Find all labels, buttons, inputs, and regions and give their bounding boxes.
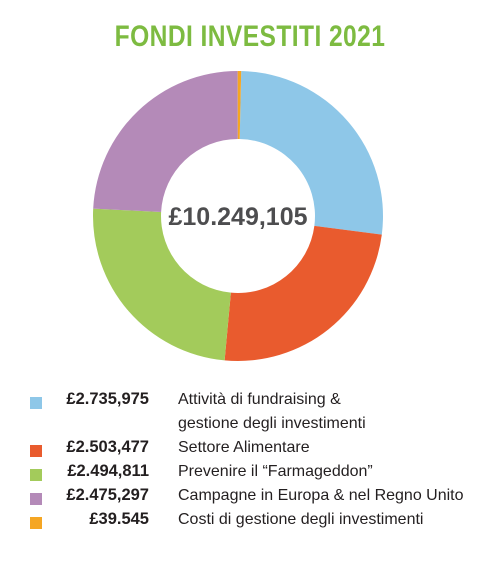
legend-label-line: Prevenire il “Farmageddon” (178, 463, 373, 480)
legend-label: Campagne in Europa & nel Regno Unito (178, 484, 488, 508)
legend-swatch (30, 493, 42, 505)
legend-swatch (30, 517, 42, 529)
legend-amount: £2.494,811 (67, 462, 149, 480)
legend-label: Attività di fundraising & gestione degli … (178, 388, 488, 436)
legend-item: £2.503,477 Settore Alimentare (0, 436, 500, 460)
legend-item: £2.475,297 Campagne in Europa & nel Regno… (0, 484, 500, 508)
total-amount: £10.249,105 (168, 203, 307, 231)
legend-swatch (30, 445, 42, 457)
legend-label-line: gestione degli investimenti (178, 415, 366, 432)
legend-label-line: Settore Alimentare (178, 439, 310, 456)
donut-slice-3 (93, 208, 231, 361)
legend-label: Settore Alimentare (178, 436, 488, 460)
donut-slice-5 (237, 71, 242, 140)
legend-label-line: Attività di fundraising & (178, 391, 341, 408)
legend-item: £39.545 Costi di gestione degli investime… (0, 508, 500, 532)
legend-item: £2.494,811 Prevenire il “Farmageddon” (0, 460, 500, 484)
legend-amount: £2.735,975 (66, 390, 149, 408)
legend-swatch (30, 397, 42, 409)
chart-title: FONDI INVESTITI 2021 (114, 20, 386, 53)
donut-slice-2 (224, 225, 382, 361)
legend-label-line: Costi di gestione degli investimenti (178, 511, 424, 528)
donut-slice-4 (93, 71, 238, 213)
donut-slices (93, 71, 383, 361)
legend-amount: £2.475,297 (66, 486, 149, 504)
legend-label: Costi di gestione degli investimenti (178, 508, 488, 532)
legend-swatch (30, 469, 42, 481)
legend-amount: £39.545 (89, 510, 149, 528)
legend-label-line: Campagne in Europa & nel Regno Unito (178, 487, 464, 504)
donut-slice-1 (239, 71, 383, 235)
legend-label: Prevenire il “Farmageddon” (178, 460, 488, 484)
legend-item: £2.735,975 Attività di fundraising & gesti… (0, 388, 500, 436)
legend: £2.735,975 Attività di fundraising & gesti… (0, 388, 500, 532)
legend-amount: £2.503,477 (66, 438, 149, 456)
donut-chart: £10.249,105 (93, 71, 383, 361)
